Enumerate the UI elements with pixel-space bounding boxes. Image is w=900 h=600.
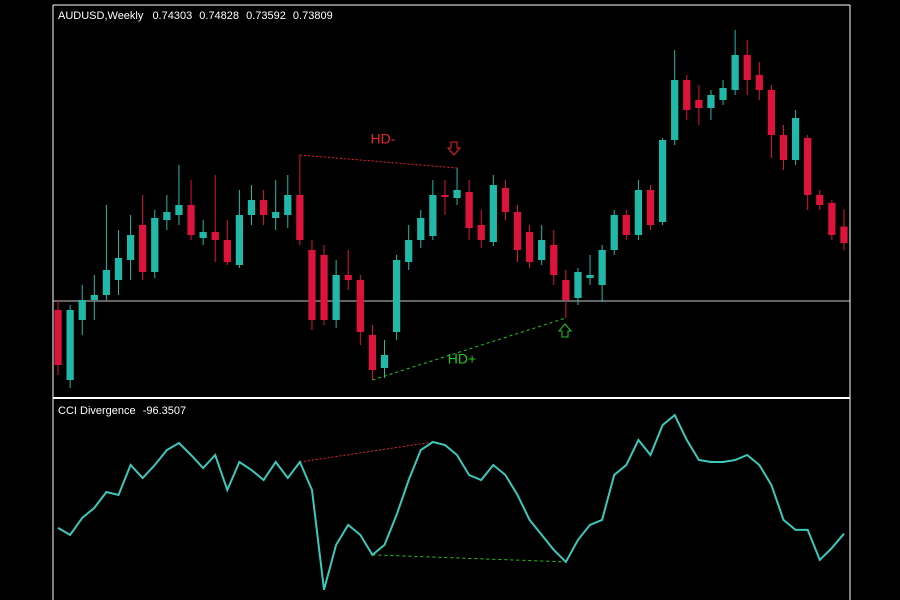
candle-body xyxy=(78,300,86,320)
high-value: 0.74828 xyxy=(199,10,239,22)
candle-body xyxy=(417,218,425,240)
candle-body xyxy=(658,140,667,222)
chart-title: AUDUSD,Weekly xyxy=(58,10,144,22)
candle-body xyxy=(223,240,231,262)
indicator-title: CCI Divergence xyxy=(58,405,136,417)
candle-body xyxy=(598,250,606,285)
candle-body xyxy=(816,195,824,205)
down-arrow xyxy=(446,141,462,156)
candle-body xyxy=(308,250,316,320)
candle-body xyxy=(332,275,340,320)
candle-body xyxy=(634,190,643,235)
candle-body xyxy=(562,280,570,300)
candle-body xyxy=(320,255,328,320)
candle-body xyxy=(755,75,763,90)
candle-body xyxy=(646,190,655,225)
annotation: HD+ xyxy=(448,351,476,367)
indicator-header: CCI Divergence -96.3507 xyxy=(58,405,186,417)
candle-body xyxy=(344,275,352,280)
candle-body xyxy=(380,355,389,368)
candle-body xyxy=(151,218,159,272)
candle-body xyxy=(840,226,848,244)
candle-body xyxy=(284,195,292,215)
candle-body xyxy=(731,55,739,90)
candle-body xyxy=(683,80,691,110)
candle-body xyxy=(163,212,171,220)
indicator-value: -96.3507 xyxy=(143,405,186,417)
candle-body xyxy=(66,310,74,380)
candle-body xyxy=(175,205,183,215)
candle-body xyxy=(356,280,364,332)
candle-body xyxy=(441,195,449,197)
candle-body xyxy=(707,95,715,108)
candle-body xyxy=(259,200,268,215)
candle-body xyxy=(743,55,751,80)
candle-body xyxy=(828,203,836,235)
divergence-line xyxy=(372,317,567,381)
candle-body xyxy=(719,88,727,100)
candle-body xyxy=(610,215,618,250)
candle-body xyxy=(695,100,703,108)
candle-body xyxy=(501,188,510,212)
candle-body xyxy=(102,270,111,295)
candle-body xyxy=(489,185,497,242)
candle-body xyxy=(139,225,147,272)
candle-body xyxy=(90,295,98,300)
candle-body xyxy=(453,190,461,198)
candle-body xyxy=(368,335,377,370)
candle-body xyxy=(187,205,195,235)
divergence-line xyxy=(299,441,433,463)
candle-body xyxy=(767,90,776,135)
candle-body xyxy=(211,232,219,240)
candle-body xyxy=(272,212,280,218)
candle-body xyxy=(392,260,401,332)
candle-body xyxy=(429,195,437,236)
divergence-line xyxy=(372,554,566,563)
candle-body xyxy=(465,192,473,228)
candle-body xyxy=(247,200,256,215)
annotation: HD- xyxy=(371,131,396,147)
divergence-line xyxy=(299,154,458,169)
chart-header: AUDUSD,Weekly 0.74303 0.74828 0.73592 0.… xyxy=(58,10,333,22)
candle-body xyxy=(235,215,244,265)
candle-body xyxy=(114,258,123,280)
open-value: 0.74303 xyxy=(152,10,192,22)
candle-body xyxy=(513,212,522,250)
candle-body xyxy=(538,240,546,260)
candle-body xyxy=(671,80,679,140)
candle-body xyxy=(405,240,413,262)
candle-body xyxy=(550,245,558,275)
cci-line xyxy=(57,413,845,591)
candle-body xyxy=(54,310,62,365)
candle-body xyxy=(574,272,582,298)
candle-body xyxy=(296,195,304,240)
candle-body xyxy=(622,215,630,235)
candle-body xyxy=(804,138,812,195)
candle-body xyxy=(791,118,800,160)
candle-body xyxy=(477,225,485,240)
candle-body xyxy=(126,235,135,260)
candle-body xyxy=(525,232,534,262)
candle-body xyxy=(779,135,788,160)
up-arrow xyxy=(557,323,573,338)
candle-body xyxy=(199,232,207,238)
close-value: 0.73809 xyxy=(293,10,333,22)
candle-body xyxy=(586,275,594,278)
low-value: 0.73592 xyxy=(246,10,286,22)
